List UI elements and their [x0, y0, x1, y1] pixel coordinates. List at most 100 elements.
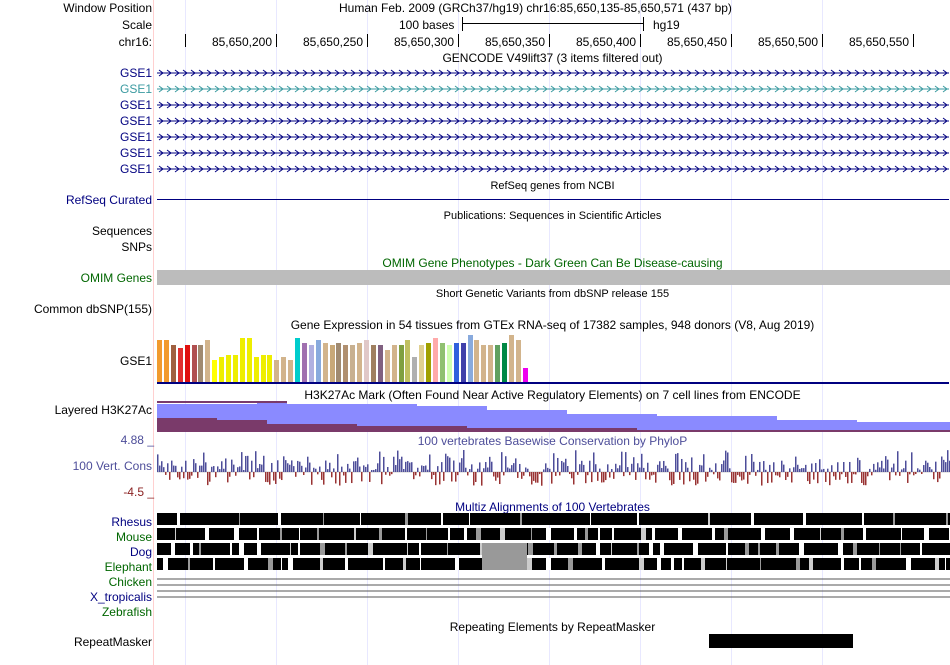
- gencode-item-label[interactable]: GSE1: [119, 146, 152, 160]
- gtex-tissue-bar[interactable]: [357, 343, 363, 382]
- gtex-tissue-bar[interactable]: [398, 345, 404, 382]
- gtex-tissue-bar[interactable]: [474, 340, 480, 382]
- multiz-species-label[interactable]: Dog: [129, 545, 152, 559]
- gtex-tissue-bar[interactable]: [274, 360, 280, 382]
- gtex-tissue-bar[interactable]: [219, 357, 225, 382]
- gtex-tissue-bar[interactable]: [322, 343, 328, 382]
- repeatmasker-track-label[interactable]: RepeatMasker: [73, 635, 152, 649]
- gtex-tissue-bar[interactable]: [232, 355, 238, 382]
- gtex-tissue-bar[interactable]: [308, 345, 314, 382]
- gtex-tissue-bar[interactable]: [343, 345, 349, 382]
- gtex-tissue-bar[interactable]: [315, 340, 321, 382]
- gencode-track-title[interactable]: GENCODE V49lift37 (3 items filtered out): [442, 51, 663, 65]
- gencode-transcript[interactable]: [157, 101, 949, 109]
- gtex-tissue-bar[interactable]: [370, 345, 376, 382]
- gtex-tissue-bar[interactable]: [502, 343, 507, 382]
- gtex-tissue-bar[interactable]: [426, 343, 432, 382]
- omim-gene-bar[interactable]: [157, 270, 950, 285]
- multiz-species-label[interactable]: X_tropicalis: [89, 590, 152, 604]
- gencode-transcript[interactable]: [157, 117, 949, 125]
- gtex-tissue-bar[interactable]: [329, 345, 335, 382]
- dbsnp-track-title[interactable]: Short Genetic Variants from dbSNP releas…: [435, 288, 670, 300]
- omim-track-title[interactable]: OMIM Gene Phenotypes - Dark Green Can Be…: [382, 256, 723, 270]
- gencode-item-label[interactable]: GSE1: [119, 162, 152, 176]
- gtex-tissue-bar[interactable]: [453, 343, 459, 382]
- gtex-tissue-bar[interactable]: [184, 345, 190, 382]
- gtex-tissue-bar[interactable]: [177, 348, 183, 382]
- gencode-item-label[interactable]: GSE1: [119, 98, 152, 112]
- gencode-transcript[interactable]: [157, 133, 949, 141]
- publications-track-title[interactable]: Publications: Sequences in Scientific Ar…: [443, 210, 662, 222]
- gtex-tissue-bar[interactable]: [467, 335, 473, 382]
- gencode-transcript[interactable]: [157, 69, 949, 77]
- gtex-tissue-bar[interactable]: [405, 340, 411, 382]
- gtex-tissue-bar[interactable]: [460, 343, 466, 382]
- phylop-track-title[interactable]: 100 vertebrates Basewise Conservation by…: [417, 434, 688, 448]
- gtex-tissue-bar[interactable]: [281, 357, 287, 382]
- gtex-tissue-bar[interactable]: [391, 345, 397, 382]
- gtex-tissue-bar[interactable]: [226, 355, 231, 382]
- multiz-track-title[interactable]: Multiz Alignments of 100 Vertebrates: [455, 500, 650, 514]
- gencode-transcript[interactable]: [157, 149, 949, 157]
- gtex-tissue-bar[interactable]: [301, 343, 307, 382]
- publications-label-snps[interactable]: SNPs: [121, 240, 152, 254]
- multiz-species-label[interactable]: Mouse: [115, 530, 152, 544]
- gtex-tissue-bar[interactable]: [439, 343, 445, 382]
- gtex-tissue-bar[interactable]: [515, 340, 521, 382]
- gtex-tissue-bar[interactable]: [364, 340, 369, 382]
- repeat-element[interactable]: [709, 634, 853, 648]
- omim-track-label[interactable]: OMIM Genes: [80, 271, 152, 285]
- gtex-expression-chart[interactable]: [157, 333, 537, 382]
- h3k27ac-track-title[interactable]: H3K27Ac Mark (Often Found Near Active Re…: [304, 388, 801, 402]
- gtex-tissue-bar[interactable]: [267, 355, 273, 382]
- multiz-species-label[interactable]: Chicken: [108, 575, 152, 589]
- dbsnp-track-label[interactable]: Common dbSNP(155): [33, 302, 152, 316]
- refseq-gene-line[interactable]: [157, 199, 949, 200]
- gtex-tissue-bar[interactable]: [377, 345, 383, 382]
- gencode-item-label[interactable]: GSE1: [119, 130, 152, 144]
- multiz-alignment[interactable]: [157, 513, 950, 603]
- gtex-tissue-bar[interactable]: [336, 343, 342, 382]
- phylop-conservation-plot[interactable]: [157, 448, 950, 498]
- gencode-item-label[interactable]: GSE1: [119, 66, 152, 80]
- gtex-track-label[interactable]: GSE1: [119, 354, 152, 368]
- gtex-tissue-bar[interactable]: [288, 360, 294, 382]
- gtex-tissue-bar[interactable]: [205, 340, 211, 382]
- gtex-tissue-bar[interactable]: [239, 338, 245, 382]
- refseq-track-label[interactable]: RefSeq Curated: [65, 193, 152, 207]
- gencode-item-label[interactable]: GSE1: [119, 114, 152, 128]
- h3k27ac-signal[interactable]: [157, 400, 950, 432]
- gtex-tissue-bar[interactable]: [295, 338, 300, 382]
- refseq-track-title[interactable]: RefSeq genes from NCBI: [490, 180, 615, 192]
- gtex-tissue-bar[interactable]: [412, 357, 418, 382]
- gtex-tissue-bar[interactable]: [384, 350, 390, 382]
- phylop-track-label[interactable]: 100 Vert. Cons: [72, 459, 152, 473]
- gtex-tissue-bar[interactable]: [433, 338, 438, 382]
- gtex-tissue-bar[interactable]: [191, 345, 197, 382]
- gtex-tissue-bar[interactable]: [446, 345, 452, 382]
- gtex-track-title[interactable]: Gene Expression in 54 tissues from GTEx …: [290, 318, 815, 332]
- multiz-species-label[interactable]: Elephant: [104, 560, 152, 574]
- gtex-tissue-bar[interactable]: [260, 355, 266, 382]
- gtex-tissue-bar[interactable]: [508, 335, 514, 382]
- gtex-tissue-bar[interactable]: [481, 345, 487, 382]
- gtex-tissue-bar[interactable]: [246, 338, 252, 382]
- gencode-transcript[interactable]: [157, 85, 949, 93]
- gtex-tissue-bar[interactable]: [157, 340, 162, 382]
- gtex-tissue-bar[interactable]: [198, 345, 204, 382]
- gtex-tissue-bar[interactable]: [488, 345, 494, 382]
- gtex-tissue-bar[interactable]: [522, 368, 528, 382]
- gtex-tissue-bar[interactable]: [170, 345, 176, 382]
- gtex-tissue-bar[interactable]: [253, 357, 259, 382]
- multiz-species-label[interactable]: Rhesus: [111, 515, 152, 529]
- gencode-item-label[interactable]: GSE1: [119, 82, 152, 96]
- gtex-tissue-bar[interactable]: [419, 345, 425, 382]
- gtex-tissue-bar[interactable]: [212, 360, 218, 382]
- gtex-tissue-bar[interactable]: [163, 340, 169, 382]
- gtex-tissue-bar[interactable]: [495, 345, 501, 382]
- gencode-transcript[interactable]: [157, 165, 949, 173]
- multiz-species-label[interactable]: Zebrafish: [101, 605, 152, 619]
- publications-label-sequences[interactable]: Sequences: [91, 224, 152, 238]
- gtex-tissue-bar[interactable]: [350, 345, 356, 382]
- repeatmasker-track-title[interactable]: Repeating Elements by RepeatMasker: [449, 620, 656, 634]
